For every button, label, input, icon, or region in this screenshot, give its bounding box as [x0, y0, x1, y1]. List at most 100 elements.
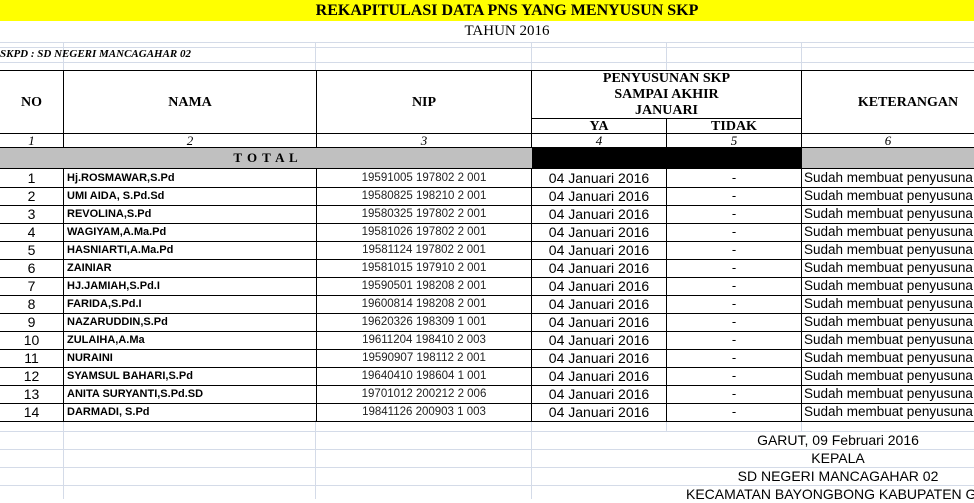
cell-tidak: - — [667, 187, 802, 205]
cell-nip: 19841126 200903 1 003 — [317, 403, 532, 421]
cell-nip: 19580825 198210 2 001 — [317, 187, 532, 205]
cell-nip: 19620326 198309 1 001 — [317, 313, 532, 331]
report-title: REKAPITULASI DATA PNS YANG MENYUSUN SKP — [0, 0, 974, 21]
cell-nama: WAGIYAM,A.Ma.Pd — [64, 223, 317, 241]
cell-ya: 04 Januari 2016 — [532, 385, 667, 403]
table-row: 13 ANITA SURYANTI,S.Pd.SD 19701012 200212 … — [0, 385, 974, 404]
cell-keterangan: Sudah membuat penyusuna — [804, 188, 973, 203]
colnum-1: 1 — [0, 134, 64, 147]
cell-ya: 04 Januari 2016 — [532, 349, 667, 367]
table-row: 7 HJ.JAMIAH,S.Pd.I 19590501 198208 2 001 04… — [0, 277, 974, 296]
footer-school: SD NEGERI MANCAGAHAR 02 — [737, 468, 939, 484]
cell-no: 13 — [0, 385, 64, 403]
cell-no: 12 — [0, 367, 64, 385]
header-ya: YA — [532, 119, 667, 134]
cell-tidak: - — [667, 241, 802, 259]
cell-nip: 19611204 198410 2 003 — [317, 331, 532, 349]
cell-nama: HASNIARTI,A.Ma.Pd — [64, 241, 317, 259]
cell-ya: 04 Januari 2016 — [532, 169, 667, 187]
cell-nama: Hj.ROSMAWAR,S.Pd — [64, 169, 317, 187]
cell-nip: 19591005 197802 2 001 — [317, 169, 532, 187]
table-header: NO NAMA NIP PENYUSUNAN SKP SAMPAI AKHIR … — [0, 70, 974, 134]
skpd-label: SKPD : SD NEGERI MANCAGAHAR 02 — [0, 48, 192, 60]
cell-nama: ZAINIAR — [64, 259, 317, 277]
header-no: NO — [0, 71, 64, 134]
cell-no: 1 — [0, 169, 64, 187]
cell-tidak: - — [667, 367, 802, 385]
cell-nama: REVOLINA,S.Pd — [64, 205, 317, 223]
table-row: 11 NURAINI 19590907 198112 2 001 04 Januari… — [0, 349, 974, 368]
cell-keterangan: Sudah membuat penyusuna — [804, 350, 973, 365]
cell-no: 8 — [0, 295, 64, 313]
report-year: TAHUN 2016 — [464, 23, 550, 39]
table-row: 10 ZULAIHA,A.Ma 19611204 198410 2 003 04 Ja… — [0, 331, 974, 350]
cell-tidak: - — [667, 331, 802, 349]
colnum-5: 5 — [667, 134, 802, 147]
footer-position: KEPALA — [811, 450, 865, 466]
cell-no: 10 — [0, 331, 64, 349]
cell-tidak: - — [667, 295, 802, 313]
cell-nip: 19580325 197802 2 001 — [317, 205, 532, 223]
table-row: 1 Hj.ROSMAWAR,S.Pd 19591005 197802 2 001 04… — [0, 169, 974, 188]
cell-ya: 04 Januari 2016 — [532, 223, 667, 241]
cell-nama: NURAINI — [64, 349, 317, 367]
cell-nama: SYAMSUL BAHARI,S.Pd — [64, 367, 317, 385]
cell-nip: 19590501 198208 2 001 — [317, 277, 532, 295]
cell-keterangan: Sudah membuat penyusuna — [804, 260, 973, 275]
cell-no: 6 — [0, 259, 64, 277]
cell-ya: 04 Januari 2016 — [532, 367, 667, 385]
cell-ya: 04 Januari 2016 — [532, 241, 667, 259]
cell-no: 3 — [0, 205, 64, 223]
cell-nip: 19581015 197910 2 001 — [317, 259, 532, 277]
cell-keterangan: Sudah membuat penyusuna — [804, 368, 973, 383]
cell-nama: UMI AIDA, S.Pd.Sd — [64, 187, 317, 205]
cell-nip: 19581124 197802 2 001 — [317, 241, 532, 259]
cell-keterangan: Sudah membuat penyusuna — [804, 386, 973, 401]
cell-nip: 19600814 198208 2 001 — [317, 295, 532, 313]
table-row: 4 WAGIYAM,A.Ma.Pd 19581026 197802 2 001 04 … — [0, 223, 974, 242]
table-row: 8 FARIDA,S.Pd.I 19600814 198208 2 001 04 Ja… — [0, 295, 974, 314]
cell-tidak: - — [667, 205, 802, 223]
footer-place-date: GARUT, 09 Februari 2016 — [757, 432, 919, 448]
colnum-4: 4 — [532, 134, 667, 147]
cell-keterangan: Sudah membuat penyusuna — [804, 278, 973, 293]
cell-nip: 19590907 198112 2 001 — [317, 349, 532, 367]
cell-tidak: - — [667, 313, 802, 331]
cell-nama: DARMADI, S.Pd — [64, 403, 317, 421]
cell-nama: FARIDA,S.Pd.I — [64, 295, 317, 313]
cell-keterangan: Sudah membuat penyusuna — [804, 332, 973, 347]
cell-tidak: - — [667, 169, 802, 187]
header-nip: NIP — [317, 71, 532, 134]
cell-ya: 04 Januari 2016 — [532, 259, 667, 277]
cell-tidak: - — [667, 277, 802, 295]
total-black-cell — [532, 148, 802, 168]
table-row: 3 REVOLINA,S.Pd 19580325 197802 2 001 04 Ja… — [0, 205, 974, 224]
cell-ya: 04 Januari 2016 — [532, 403, 667, 421]
table-row: 2 UMI AIDA, S.Pd.Sd 19580825 198210 2 001 0… — [0, 187, 974, 206]
colnum-2: 2 — [64, 134, 317, 147]
table-row: 9 NAZARUDDIN,S.Pd 19620326 198309 1 001 04 … — [0, 313, 974, 332]
header-keterangan: KETERANGAN — [857, 94, 959, 110]
colnum-6: 6 — [884, 133, 892, 148]
cell-no: 5 — [0, 241, 64, 259]
footer-district: KECAMATAN BAYONGBONG KABUPATEN GAR — [686, 486, 974, 502]
cell-nip: 19640410 198604 1 001 — [317, 367, 532, 385]
total-label: T O T A L — [233, 150, 299, 165]
cell-nip: 19701012 200212 2 006 — [317, 385, 532, 403]
cell-no: 14 — [0, 403, 64, 421]
cell-no: 9 — [0, 313, 64, 331]
cell-no: 2 — [0, 187, 64, 205]
cell-nip: 19581026 197802 2 001 — [317, 223, 532, 241]
header-group-line2: SAMPAI AKHIR — [532, 87, 802, 103]
cell-tidak: - — [667, 349, 802, 367]
cell-keterangan: Sudah membuat penyusuna — [804, 242, 973, 257]
cell-tidak: - — [667, 259, 802, 277]
cell-ya: 04 Januari 2016 — [532, 277, 667, 295]
cell-keterangan: Sudah membuat penyusuna — [804, 224, 973, 239]
cell-keterangan: Sudah membuat penyusuna — [804, 404, 973, 419]
cell-nama: ANITA SURYANTI,S.Pd.SD — [64, 385, 317, 403]
cell-no: 11 — [0, 349, 64, 367]
cell-tidak: - — [667, 223, 802, 241]
table-row: 5 HASNIARTI,A.Ma.Pd 19581124 197802 2 001 0… — [0, 241, 974, 260]
cell-keterangan: Sudah membuat penyusuna — [804, 206, 973, 221]
